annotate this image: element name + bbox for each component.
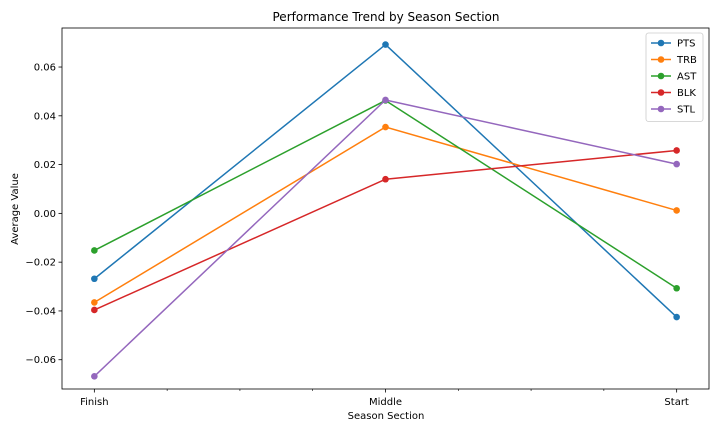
x-axis-label: Season Section xyxy=(348,411,425,422)
data-point-pts xyxy=(91,275,98,283)
series-stl xyxy=(91,96,680,380)
y-tick-label: −0.04 xyxy=(25,306,56,317)
data-point-stl xyxy=(382,96,389,104)
legend-item-pts: PTS xyxy=(651,39,696,50)
legend-label: AST xyxy=(677,72,697,83)
y-tick-label: −0.02 xyxy=(25,258,56,269)
series-trb xyxy=(91,123,680,306)
legend-marker xyxy=(657,56,665,63)
legend-item-ast: AST xyxy=(651,72,697,83)
legend-item-stl: STL xyxy=(651,105,695,116)
data-point-blk xyxy=(382,175,389,183)
legend-label: STL xyxy=(677,105,695,116)
data-point-ast xyxy=(91,247,98,254)
data-point-stl xyxy=(673,160,680,168)
data-point-trb xyxy=(673,207,680,214)
legend-marker xyxy=(657,39,665,47)
data-point-trb xyxy=(91,299,98,306)
legend-marker xyxy=(657,105,665,113)
y-tick-label: 0.00 xyxy=(34,209,56,220)
data-point-pts xyxy=(673,313,680,321)
legend-item-trb: TRB xyxy=(651,55,697,66)
y-tick-label: 0.04 xyxy=(34,111,56,122)
series-blk xyxy=(91,147,680,314)
y-axis-label: Average Value xyxy=(10,173,21,245)
y-tick-label: 0.02 xyxy=(34,160,56,171)
legend-box xyxy=(645,32,704,122)
x-tick-label: Start xyxy=(664,397,689,408)
legend-marker xyxy=(657,72,665,80)
data-point-ast xyxy=(673,284,680,292)
legend-label: TRB xyxy=(676,55,697,66)
x-tick-label: Middle xyxy=(369,397,402,408)
legend-marker xyxy=(657,89,665,96)
data-point-blk xyxy=(91,306,98,314)
y-tick-label: 0.06 xyxy=(34,63,56,74)
legend-label: PTS xyxy=(677,39,696,50)
legend-label: BLK xyxy=(677,88,696,99)
legend: PTS TRB AST BLK STL xyxy=(645,32,704,122)
y-tick-label: −0.06 xyxy=(25,355,56,366)
data-point-trb xyxy=(382,123,389,131)
x-tick-label: Finish xyxy=(80,397,108,408)
data-point-stl xyxy=(91,373,98,380)
legend-item-blk: BLK xyxy=(651,88,696,99)
chart-title: Performance Trend by Season Section xyxy=(273,10,500,24)
data-point-pts xyxy=(382,41,389,48)
data-point-blk xyxy=(673,147,680,154)
